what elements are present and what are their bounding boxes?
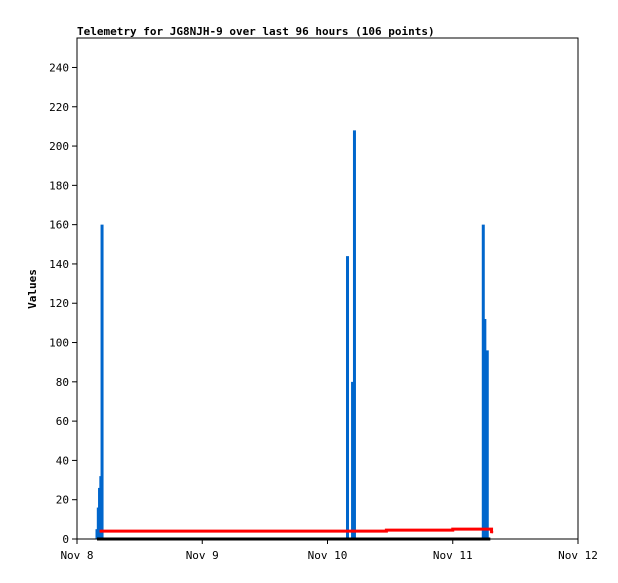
y-tick-label: 240 [49,61,69,74]
x-tick-label: Nov 8 [60,549,93,562]
y-tick-label: 180 [49,179,69,192]
x-tick-label: Nov 11 [433,549,473,562]
x-tick-label: Nov 10 [308,549,348,562]
y-tick-label: 40 [56,454,69,467]
y-axis-label: Values [26,269,39,309]
y-tick-label: 220 [49,101,69,114]
chart-title: Telemetry for JG8NJH-9 over last 96 hour… [77,25,435,38]
series-line-1 [99,527,494,534]
y-tick-label: 0 [62,533,69,546]
x-tick-label: Nov 12 [558,549,598,562]
y-tick-label: 200 [49,140,69,153]
y-tick-label: 80 [56,376,69,389]
x-tick-label: Nov 9 [186,549,219,562]
y-tick-label: 160 [49,219,69,232]
y-tick-label: 140 [49,258,69,271]
y-tick-label: 100 [49,337,69,350]
plot-frame [76,37,579,540]
y-tick-label: 120 [49,297,69,310]
y-tick-label: 60 [56,415,69,428]
y-tick-label: 20 [56,494,69,507]
